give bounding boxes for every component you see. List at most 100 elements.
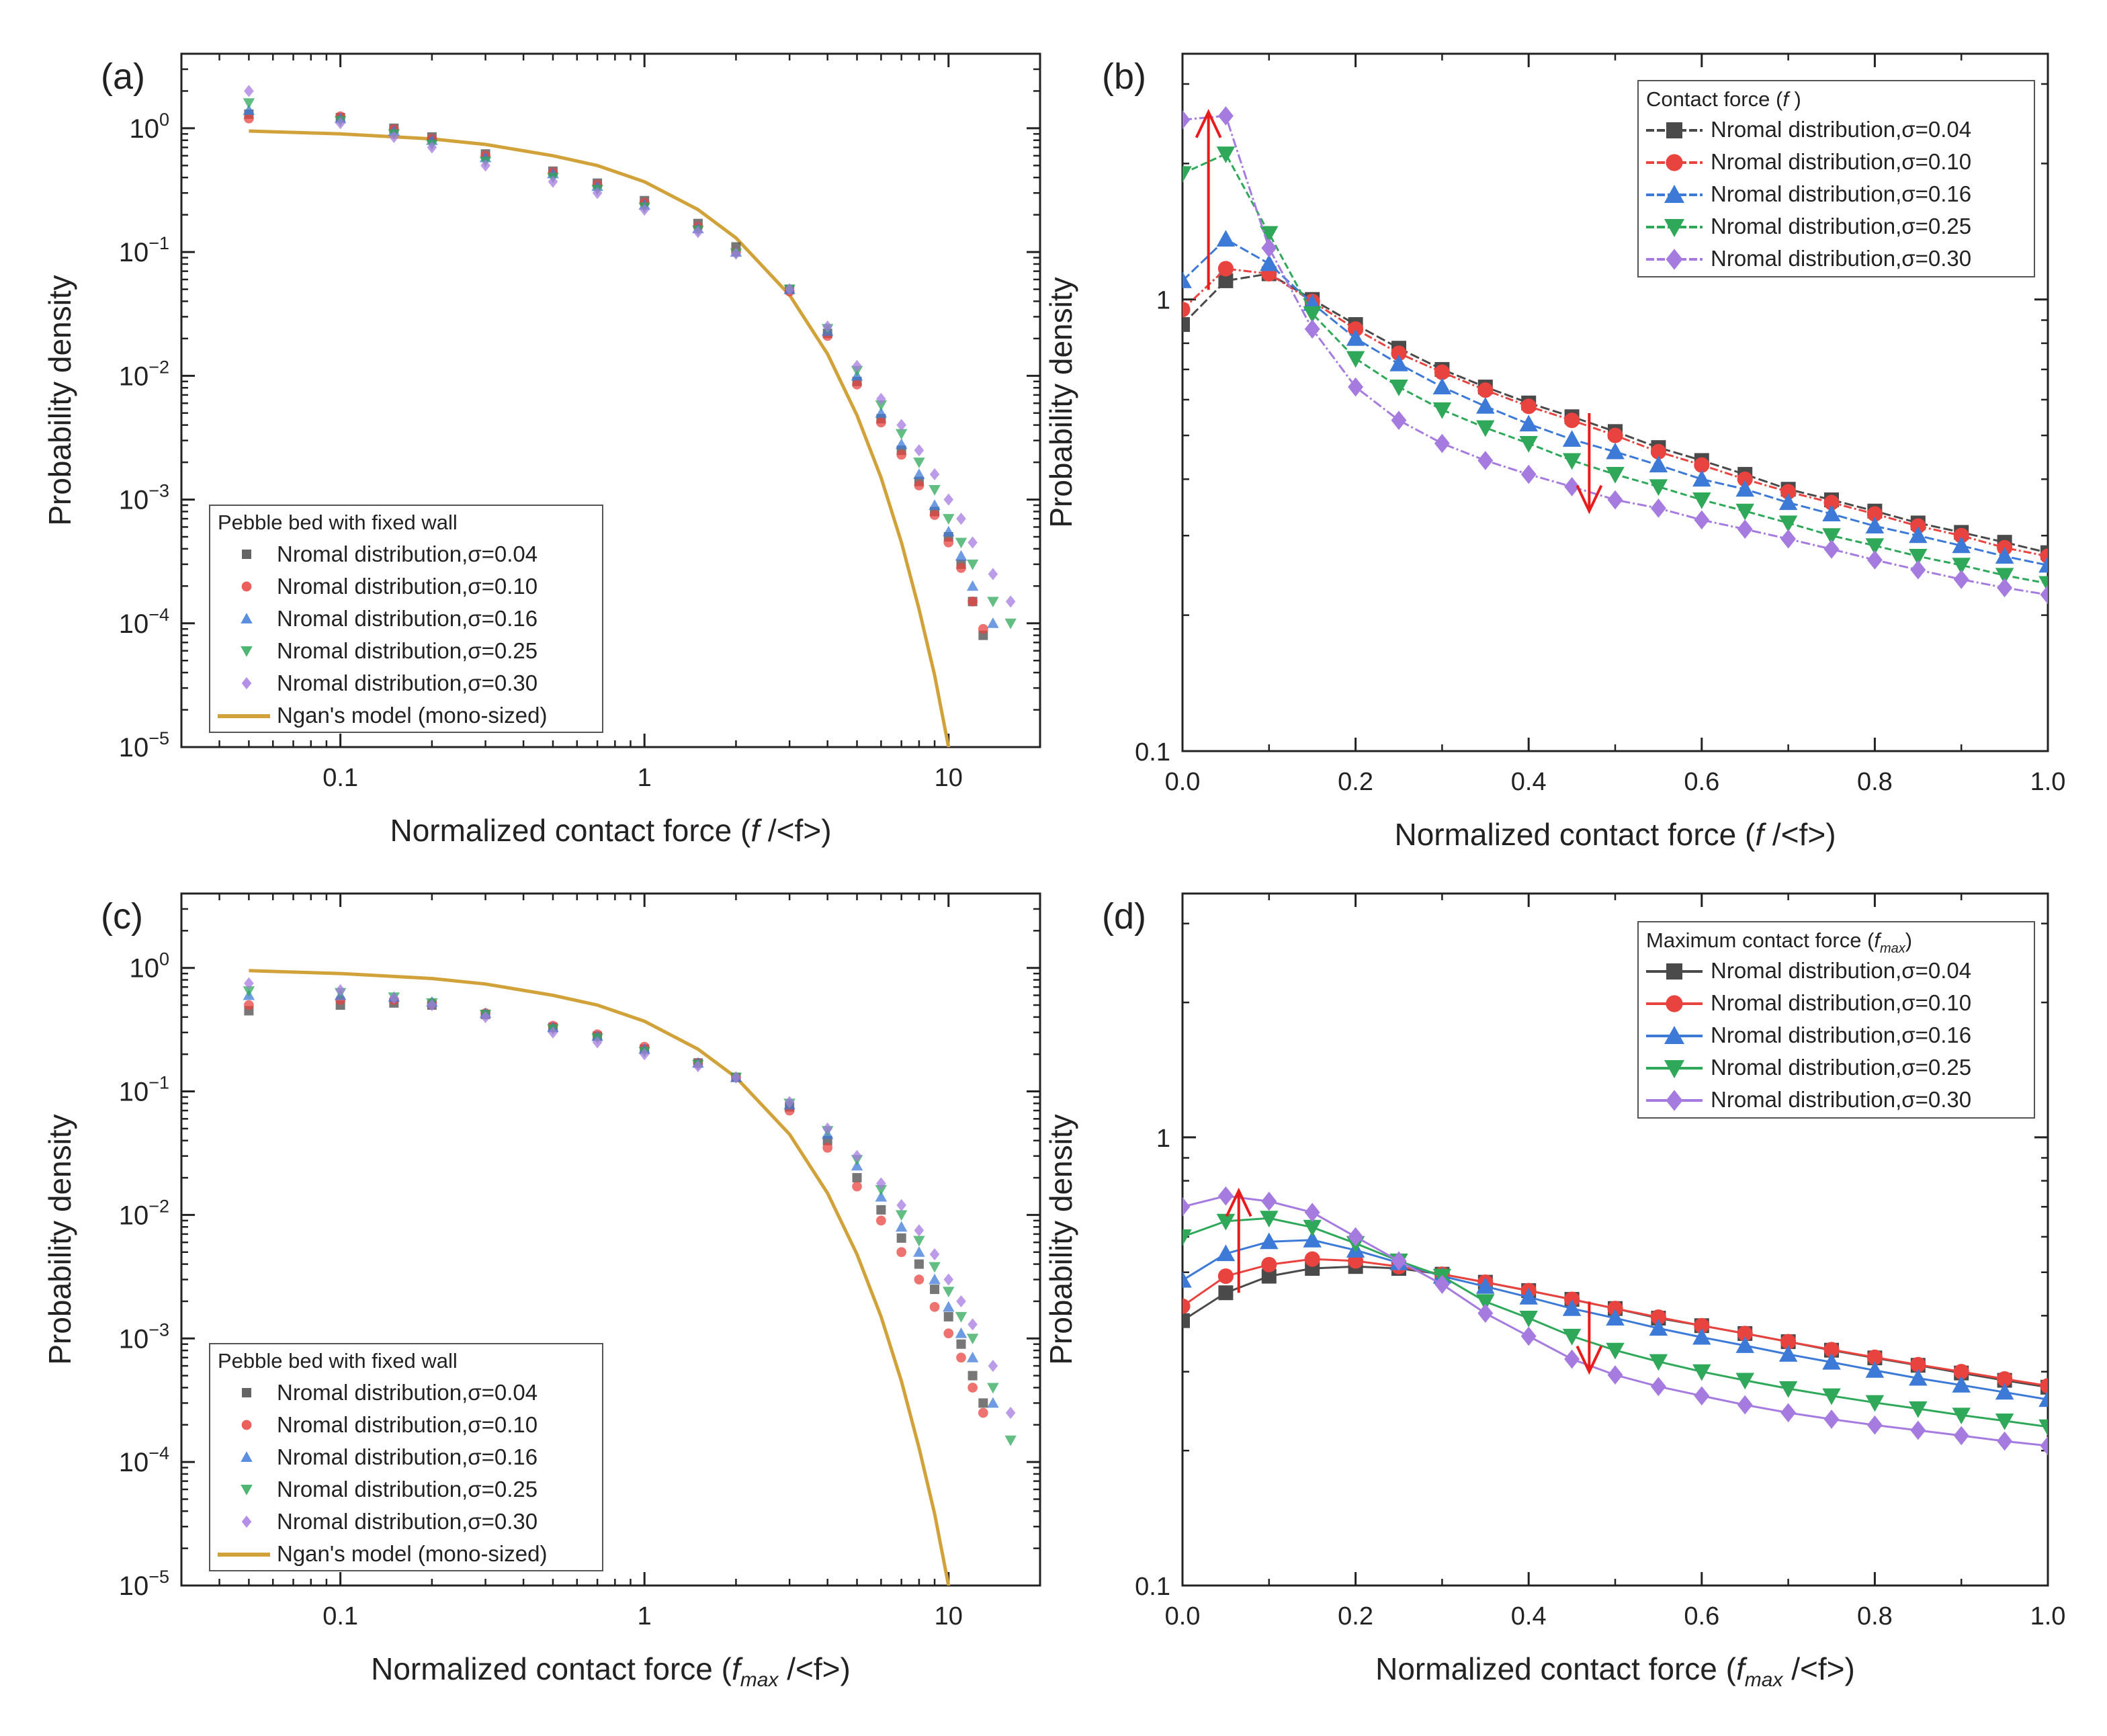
- data-point: [1607, 1301, 1623, 1317]
- data-point: [943, 493, 954, 506]
- data-point: [1182, 1270, 1192, 1288]
- plot-area: [1182, 106, 2048, 605]
- data-point: [1910, 1356, 1926, 1373]
- data-point: [895, 429, 908, 440]
- data-point: [1182, 1298, 1191, 1314]
- data-point: [1562, 430, 1582, 447]
- legend-marker: [1664, 219, 1684, 237]
- data-point: [1564, 477, 1580, 496]
- legend-label: Nromal distribution,σ=0.25: [277, 638, 538, 663]
- legend-item-s016: Nromal distribution,σ=0.16: [241, 606, 538, 631]
- data-point: [1182, 166, 1192, 183]
- legend-item-s004: Nromal distribution,σ=0.04: [1646, 958, 1971, 983]
- plot-area: [243, 85, 1017, 747]
- data-point: [592, 1036, 603, 1049]
- data-point: [876, 1177, 886, 1190]
- legend-marker: [241, 1485, 253, 1495]
- data-point: [244, 1000, 254, 1010]
- data-point: [244, 113, 254, 124]
- legend-label: Nromal distribution,σ=0.10: [277, 1412, 538, 1437]
- data-point: [1953, 527, 1969, 544]
- plot-area: [243, 969, 1017, 1586]
- data-point: [1303, 1219, 1322, 1237]
- series-s016: [1182, 230, 2048, 573]
- data-point: [1910, 1420, 1926, 1440]
- y-axis-label: Probability density: [42, 275, 77, 525]
- data-point: [913, 1246, 925, 1257]
- series-line: [1182, 114, 2048, 596]
- data-point: [693, 226, 703, 238]
- data-point: [1822, 1388, 1841, 1405]
- y-axis-label: Probability density: [1043, 1114, 1078, 1364]
- legend-box: [1637, 80, 2035, 277]
- data-point: [1216, 230, 1236, 247]
- data-point: [1218, 1285, 1234, 1301]
- data-point: [335, 984, 345, 996]
- data-point: [822, 1143, 833, 1153]
- data-point: [1865, 517, 1885, 534]
- y-tick-label: 10−3: [119, 481, 169, 515]
- data-point: [2038, 556, 2048, 573]
- legend-item-s004: Nromal distribution,σ=0.04: [242, 1380, 538, 1405]
- data-point: [1476, 420, 1495, 437]
- data-point: [914, 1259, 924, 1269]
- data-point: [929, 468, 940, 481]
- y-tick-label: 0.1: [1135, 738, 1170, 767]
- data-point: [1822, 528, 1841, 546]
- legend-label: Nromal distribution,σ=0.04: [1711, 958, 1971, 983]
- data-point: [548, 175, 558, 188]
- data-point: [1649, 1319, 1668, 1336]
- data-point: [968, 1371, 978, 1381]
- data-point: [1952, 1407, 1971, 1425]
- data-point: [943, 1328, 954, 1339]
- data-point: [966, 1334, 979, 1345]
- data-point: [1737, 471, 1753, 487]
- data-point: [876, 417, 886, 428]
- data-point: [1778, 515, 1798, 533]
- data-point: [639, 203, 650, 216]
- data-point: [1737, 519, 1753, 539]
- legend-box: [1637, 921, 2035, 1119]
- data-point: [1778, 1381, 1798, 1398]
- data-point: [1564, 413, 1580, 429]
- legend-marker: [1666, 995, 1683, 1012]
- data-point: [968, 1383, 978, 1393]
- data-point: [1182, 302, 1191, 318]
- panel-b: (b) 0.0 0.2 0.4 0.6 0.8 1.0 1 0.1 Probability den…: [1043, 52, 2065, 852]
- data-point: [244, 977, 254, 990]
- data-point: [592, 187, 603, 200]
- data-point: [1304, 1251, 1320, 1267]
- data-point: [896, 1247, 907, 1258]
- data-point: [1952, 558, 1971, 575]
- data-point: [929, 484, 941, 496]
- data-point: [956, 563, 966, 573]
- data-point: [1182, 271, 1192, 288]
- data-point: [1694, 1317, 1710, 1334]
- data-point: [1909, 549, 1928, 566]
- legend-marker: [1664, 185, 1684, 203]
- data-point: [875, 407, 888, 418]
- data-point: [335, 117, 345, 130]
- data-point: [1304, 1203, 1320, 1222]
- legend-label: Nromal distribution,σ=0.30: [1711, 246, 1971, 271]
- data-point: [1866, 550, 1883, 570]
- data-point: [1692, 492, 1711, 509]
- data-point: [876, 1215, 886, 1226]
- arrow-head: [1576, 1345, 1603, 1375]
- data-point: [875, 400, 888, 411]
- data-point: [987, 617, 999, 628]
- data-point: [1822, 1352, 1841, 1370]
- arrow-head: [1576, 484, 1603, 515]
- data-point: [852, 379, 862, 390]
- y-tick-label: 10−1: [119, 233, 169, 267]
- y-axis-label: Probability density: [42, 1114, 77, 1364]
- data-point: [1303, 1231, 1322, 1248]
- data-point: [1650, 1309, 1666, 1326]
- data-point: [1694, 457, 1710, 473]
- data-point: [1692, 1364, 1711, 1381]
- data-point: [978, 1398, 988, 1408]
- data-point: [822, 320, 832, 333]
- y-axis-label: Probability density: [1043, 277, 1078, 527]
- legend-item-s030: Nromal distribution,σ=0.30: [1646, 1087, 1971, 1112]
- legend-item-s016: Nromal distribution,σ=0.16: [1646, 181, 1971, 206]
